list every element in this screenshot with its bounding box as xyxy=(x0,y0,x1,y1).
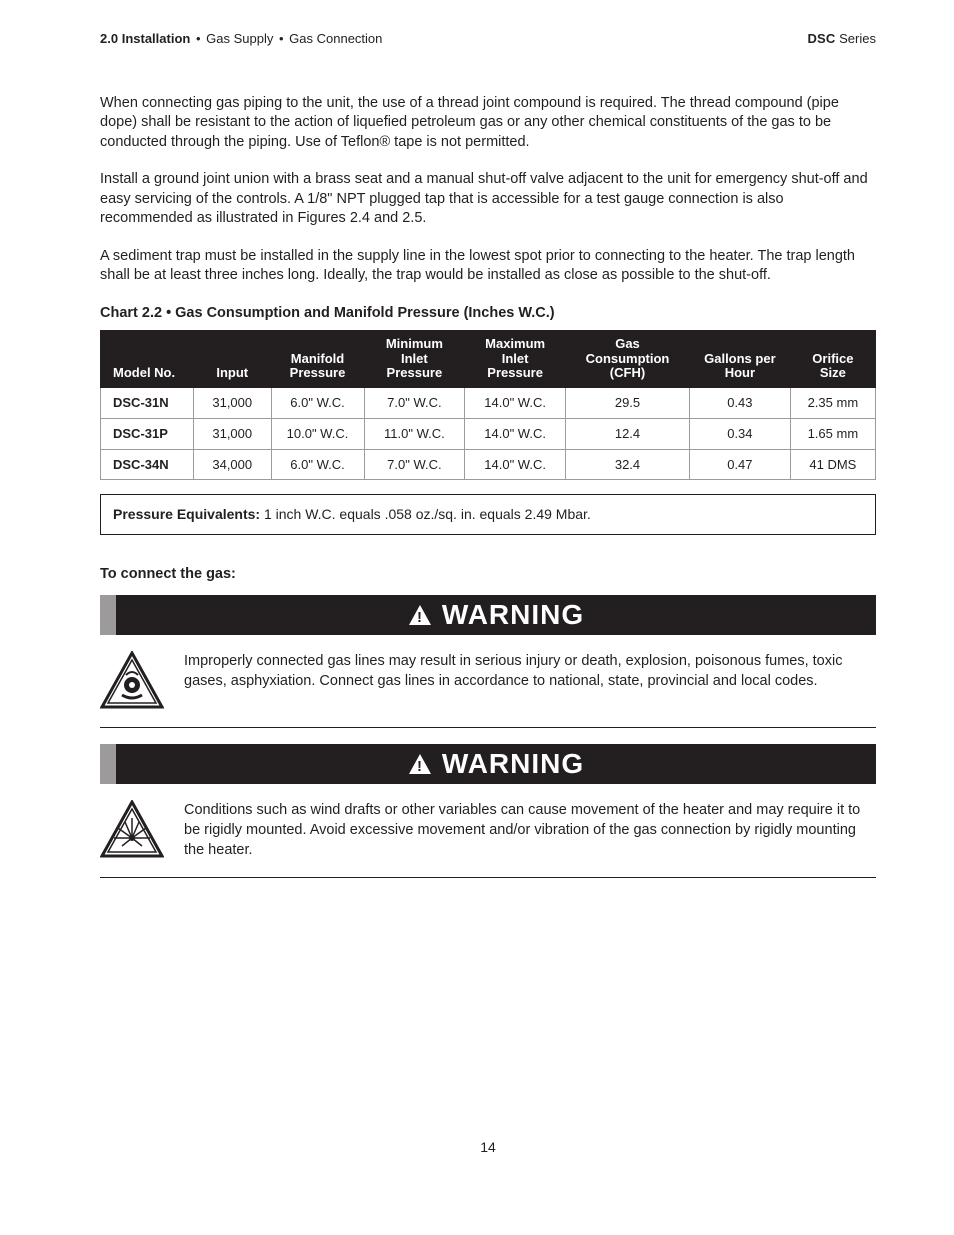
table-row: DSC-31P31,00010.0" W.C.11.0" W.C.14.0" W… xyxy=(101,418,876,449)
table-cell: DSC-31P xyxy=(101,418,194,449)
table-header-cell: MinimumInletPressure xyxy=(364,330,465,388)
table-cell: 14.0" W.C. xyxy=(465,418,566,449)
table-header-cell: Input xyxy=(194,330,272,388)
explosion-icon xyxy=(100,800,164,865)
table-header-row: Model No.InputManifoldPressureMinimumInl… xyxy=(101,330,876,388)
warning-bar: ! WARNING xyxy=(100,595,876,635)
breadcrumb: 2.0 Installation • Gas Supply • Gas Conn… xyxy=(100,30,382,48)
table-body: DSC-31N31,0006.0" W.C.7.0" W.C.14.0" W.C… xyxy=(101,388,876,480)
table-row: DSC-34N34,0006.0" W.C.7.0" W.C.14.0" W.C… xyxy=(101,449,876,480)
table-cell: 31,000 xyxy=(194,418,272,449)
table-cell: 34,000 xyxy=(194,449,272,480)
table-header-cell: ManifoldPressure xyxy=(271,330,364,388)
table-cell: 14.0" W.C. xyxy=(465,449,566,480)
body-paragraph: A sediment trap must be installed in the… xyxy=(100,247,876,286)
section-number: 2.0 xyxy=(100,31,118,46)
body-paragraph: When connecting gas piping to the unit, … xyxy=(100,94,876,153)
table-cell: 10.0" W.C. xyxy=(271,418,364,449)
series-label: DSC Series xyxy=(807,30,876,48)
section-title: Installation xyxy=(122,31,191,46)
svg-text:!: ! xyxy=(417,758,423,775)
table-header-cell: Model No. xyxy=(101,330,194,388)
warning-triangle-icon: ! xyxy=(408,753,432,775)
warning-block: Improperly connected gas lines may resul… xyxy=(100,649,876,729)
table-cell: 12.4 xyxy=(566,418,690,449)
equivalents-label: Pressure Equivalents: xyxy=(113,506,260,522)
warning-label: WARNING xyxy=(442,745,584,783)
table-cell: 6.0" W.C. xyxy=(271,449,364,480)
table-cell: 29.5 xyxy=(566,388,690,419)
spec-table: Model No.InputManifoldPressureMinimumInl… xyxy=(100,330,876,480)
table-cell: 31,000 xyxy=(194,388,272,419)
subheading: To connect the gas: xyxy=(100,565,876,585)
pressure-equivalents-box: Pressure Equivalents: 1 inch W.C. equals… xyxy=(100,494,876,535)
table-cell: 14.0" W.C. xyxy=(465,388,566,419)
breadcrumb-item: Gas Connection xyxy=(289,31,382,46)
table-cell: 0.43 xyxy=(690,388,791,419)
series-suffix: Series xyxy=(839,31,876,46)
body-paragraph: Install a ground joint union with a bras… xyxy=(100,170,876,229)
chart-name: Gas Consumption and Manifold Pressure (I… xyxy=(175,305,554,321)
warning-text: Improperly connected gas lines may resul… xyxy=(184,651,876,691)
breadcrumb-item: Gas Supply xyxy=(206,31,273,46)
chart-number: Chart 2.2 xyxy=(100,305,162,321)
table-cell: 7.0" W.C. xyxy=(364,449,465,480)
table-row: DSC-31N31,0006.0" W.C.7.0" W.C.14.0" W.C… xyxy=(101,388,876,419)
hazard-icon xyxy=(100,651,164,716)
warning-triangle-icon: ! xyxy=(408,604,432,626)
svg-text:!: ! xyxy=(417,609,423,626)
table-header-cell: OrificeSize xyxy=(790,330,875,388)
chart-title: Chart 2.2•Gas Consumption and Manifold P… xyxy=(100,304,876,324)
table-cell: 0.34 xyxy=(690,418,791,449)
table-cell: 1.65 mm xyxy=(790,418,875,449)
warning-bar: ! WARNING xyxy=(100,744,876,784)
series-name: DSC xyxy=(807,31,835,46)
table-cell: 11.0" W.C. xyxy=(364,418,465,449)
warning-text: Conditions such as wind drafts or other … xyxy=(184,800,876,860)
table-header-cell: GasConsumption(CFH) xyxy=(566,330,690,388)
warning-block: Conditions such as wind drafts or other … xyxy=(100,798,876,878)
table-cell: 7.0" W.C. xyxy=(364,388,465,419)
table-cell: 2.35 mm xyxy=(790,388,875,419)
table-cell: DSC-34N xyxy=(101,449,194,480)
table-header-cell: MaximumInletPressure xyxy=(465,330,566,388)
table-cell: DSC-31N xyxy=(101,388,194,419)
warning-label: WARNING xyxy=(442,596,584,634)
page-header: 2.0 Installation • Gas Supply • Gas Conn… xyxy=(100,30,876,48)
equivalents-text: 1 inch W.C. equals .058 oz./sq. in. equa… xyxy=(260,506,591,522)
table-header-cell: Gallons perHour xyxy=(690,330,791,388)
page-number: 14 xyxy=(100,1138,876,1157)
table-cell: 0.47 xyxy=(690,449,791,480)
table-cell: 6.0" W.C. xyxy=(271,388,364,419)
table-cell: 32.4 xyxy=(566,449,690,480)
table-cell: 41 DMS xyxy=(790,449,875,480)
